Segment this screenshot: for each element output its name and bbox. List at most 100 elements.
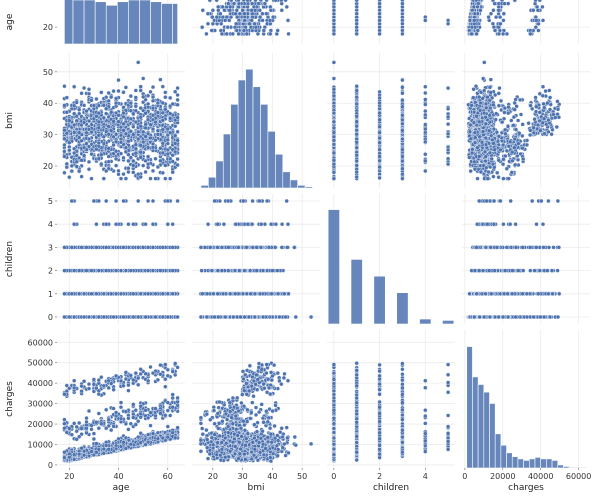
- point-age-vs-bmi-1020: [264, 12, 268, 16]
- point-age-vs-bmi-1294: [254, 25, 258, 29]
- point-age-vs-bmi-1281: [216, 8, 220, 12]
- point-bmi-vs-age-896: [65, 165, 69, 169]
- point-bmi-vs-age-692: [80, 91, 84, 95]
- point-age-vs-bmi-740: [232, 2, 236, 6]
- point-age-vs-charges-1054: [501, 32, 505, 36]
- point-age-vs-charges-912: [502, 12, 506, 16]
- point-bmi-vs-age-640: [139, 85, 143, 89]
- point-age-vs-bmi-793: [279, 0, 283, 2]
- point-bmi-vs-age-470: [168, 177, 172, 181]
- point-age-vs-bmi-1327: [228, 5, 232, 9]
- point-age-vs-bmi-1263: [233, 25, 237, 29]
- point-age-vs-charges-1294: [470, 25, 474, 29]
- point-age-vs-charges-1195: [541, 18, 545, 22]
- point-bmi-vs-age-532: [134, 104, 138, 108]
- panel-age-vs-bmi: [192, 0, 320, 44]
- point-age-vs-bmi-1269: [262, 29, 266, 33]
- point-bmi-vs-age-796: [151, 169, 155, 173]
- point-age-vs-bmi-1304: [268, 32, 272, 36]
- point-age-vs-children-1280: [378, 18, 382, 22]
- point-age-vs-children-1282: [400, 8, 404, 12]
- point-age-vs-charges-793: [538, 0, 542, 2]
- point-age-vs-bmi-994: [263, 2, 267, 6]
- point-age-vs-bmi-1106: [221, 5, 225, 9]
- point-bmi-vs-age-325: [149, 90, 153, 94]
- point-age-vs-charges-1282: [478, 8, 482, 12]
- point-age-vs-children-1297: [332, 5, 336, 9]
- point-age-vs-charges-749: [497, 25, 501, 29]
- panel-age-vs-children: [327, 0, 455, 44]
- point-bmi-vs-age-887: [139, 155, 143, 159]
- point-age-vs-bmi-1282: [235, 8, 239, 12]
- point-age-vs-bmi-1199: [238, 12, 242, 16]
- point-age-vs-charges-243: [536, 29, 540, 33]
- point-bmi-vs-age-156: [82, 86, 86, 90]
- point-age-vs-charges-1293: [513, 0, 517, 2]
- hist-bar-age-5: [117, 2, 128, 44]
- point-bmi-vs-age-53: [124, 177, 128, 181]
- point-bmi-vs-age-876: [87, 160, 91, 164]
- hist-bar-age-1: [73, 0, 84, 44]
- point-age-vs-children-1199: [355, 12, 359, 16]
- point-age-vs-children-1327: [355, 5, 359, 9]
- point-age-vs-bmi-1219: [215, 15, 219, 19]
- point-bmi-vs-age-99: [62, 171, 66, 175]
- point-age-vs-charges-706: [540, 5, 544, 9]
- point-bmi-vs-age-591: [117, 78, 121, 82]
- point-age-vs-bmi-428: [206, 12, 210, 16]
- point-age-vs-children-1312: [400, 32, 404, 36]
- point-age-vs-charges-1281: [497, 8, 501, 12]
- point-bmi-vs-age-428: [77, 169, 81, 173]
- hist-bar-age-6: [128, 0, 139, 44]
- point-bmi-vs-age-276: [70, 164, 74, 168]
- point-bmi-vs-age-794: [176, 163, 180, 167]
- point-age-vs-bmi-1156: [268, 18, 272, 22]
- point-age-vs-children-1241: [332, 0, 336, 2]
- point-age-vs-bmi-1255: [250, 18, 254, 22]
- point-age-vs-bmi-99: [204, 32, 208, 36]
- point-bmi-vs-age-849: [65, 96, 69, 100]
- point-bmi-vs-age-682: [151, 95, 155, 99]
- point-bmi-vs-age-637: [151, 99, 155, 103]
- point-age-vs-bmi-276: [211, 22, 215, 26]
- point-age-vs-children-1274: [332, 32, 336, 36]
- hist-bar-age-2: [84, 0, 95, 44]
- point-bmi-vs-age-50: [112, 89, 116, 93]
- panel-bmi-vs-age: [57, 53, 185, 188]
- hist-bar-age-0: [64, 0, 73, 44]
- point-bmi-vs-age-113: [158, 78, 162, 82]
- point-age-vs-charges-1322: [472, 18, 476, 22]
- point-age-vs-bmi-1312: [220, 32, 224, 36]
- point-age-vs-bmi-1297: [252, 5, 256, 9]
- point-age-vs-bmi-1296: [287, 32, 291, 36]
- point-age-vs-bmi-1293: [237, 0, 241, 2]
- point-age-vs-bmi-927: [254, 0, 258, 2]
- panel-age-vs-age: [57, 0, 185, 44]
- point-age-vs-children-1058: [400, 22, 404, 26]
- point-age-vs-charges-1111: [487, 15, 491, 19]
- point-age-vs-children-1195: [423, 18, 427, 22]
- point-age-vs-bmi-62: [201, 8, 205, 12]
- point-bmi-vs-age-469: [154, 177, 158, 181]
- point-age-vs-charges-731: [534, 0, 538, 2]
- point-age-vs-bmi-1048: [208, 0, 212, 2]
- point-age-vs-bmi-1054: [231, 32, 235, 36]
- point-age-vs-charges-764: [528, 32, 532, 36]
- point-bmi-vs-age-845: [94, 97, 98, 101]
- point-bmi-vs-age-730: [141, 95, 145, 99]
- hist-bar-age-7: [139, 0, 150, 44]
- point-age-vs-bmi-749: [200, 25, 204, 29]
- point-age-vs-bmi-1111: [210, 15, 214, 19]
- point-age-vs-charges-403: [531, 8, 535, 12]
- point-age-vs-bmi-868: [261, 18, 265, 22]
- point-bmi-vs-age-905: [168, 116, 172, 120]
- point-age-vs-charges-1337: [473, 12, 477, 16]
- point-age-vs-bmi-891: [226, 25, 230, 29]
- point-age-vs-charges-1217: [493, 2, 497, 6]
- point-age-vs-bmi-156: [285, 5, 289, 9]
- point-bmi-vs-age-62: [80, 175, 84, 179]
- point-age-vs-bmi-1274: [237, 32, 241, 36]
- point-age-vs-children-1337: [378, 12, 382, 16]
- point-bmi-vs-age-758: [129, 94, 133, 98]
